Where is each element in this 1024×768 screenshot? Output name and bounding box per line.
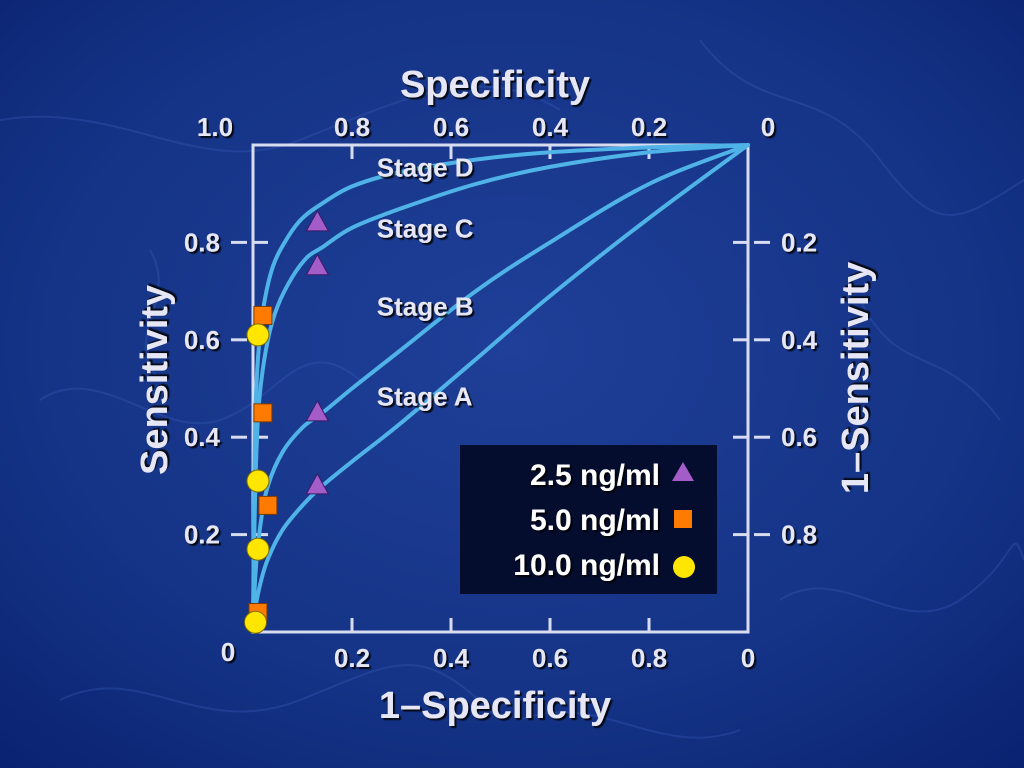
left-tick-label: 0.2 [184,520,220,550]
legend-square-icon [674,510,692,528]
bottom-axis-title: 1–Specificity [379,685,611,727]
marker-square [253,305,273,325]
marker-triangle [305,253,330,276]
marker-triangle [305,472,330,495]
stage-label-stage-c: Stage C [377,214,474,244]
right-tick-label: 0.6 [781,422,817,452]
legend-label-10-0: 10.0 ng/ml [513,549,660,582]
legend-label-5-0: 5.0 ng/ml [530,504,660,537]
legend: 2.5 ng/ml 5.0 ng/ml 10.0 ng/ml [460,445,717,594]
stage-label-stage-d: Stage D [377,153,474,183]
top-axis-title: Specificity [400,64,590,106]
marker-circle [246,323,270,347]
legend-triangle-icon [672,462,694,481]
marker-circle [246,537,270,561]
marker-triangle [305,209,330,232]
legend-label-2-5: 2.5 ng/ml [530,459,660,492]
right-tick-label: 0.2 [781,227,817,257]
left-tick-label: 0.8 [184,227,220,257]
right-axis-title: 1–Sensitivity [835,262,877,494]
top-tick-label: 0.2 [631,112,667,142]
left-tick-label: 0.6 [184,325,220,355]
background-texture [0,39,1024,739]
roc-curve-stage-c [251,143,750,634]
bottom-tick-label: 0 [741,643,755,673]
right-tick-label: 0.4 [781,325,818,355]
right-tick-label: 0.8 [781,520,817,550]
roc-curve-stage-b [251,143,750,634]
left-tick-label: 0.4 [184,422,221,452]
bottom-tick-label: 0.6 [532,643,568,673]
marker-triangle [305,399,330,422]
stage-label-stage-b: Stage B [377,291,474,321]
marker-square [258,495,278,515]
bottom-tick-label: 0.8 [631,643,667,673]
marker-circle [243,610,267,634]
top-tick-label: 0 [761,112,775,142]
tick-labels: 0.2 0.4 0.6 0.8 0 1.0 0.8 0.6 0.4 0.2 0 0.2 0.4 0.6 0.… [184,112,818,673]
plot-frame [251,143,750,634]
origin-label: 0 [221,637,235,667]
data-markers [243,209,330,634]
top-tick-label: 0.4 [532,112,569,142]
bottom-tick-label: 0.4 [433,643,470,673]
stage-labels: Stage D Stage C Stage B Stage A [377,153,474,412]
stage-label-stage-a: Stage A [377,382,473,412]
marker-square [253,403,273,423]
top-tick-label: 0.8 [334,112,370,142]
top-tick-label: 0.6 [433,112,469,142]
bottom-tick-label: 0.2 [334,643,370,673]
roc-curve-stage-a [251,143,750,634]
marker-circle [246,469,270,493]
top-tick-label: 1.0 [197,112,233,142]
left-axis-title: Sensitivity [134,285,176,475]
legend-circle-icon [673,556,695,578]
